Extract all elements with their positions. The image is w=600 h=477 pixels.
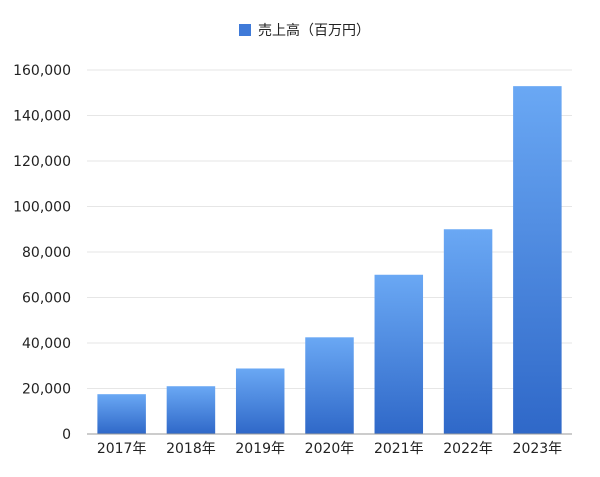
bar [97,394,146,434]
gridlines [87,69,572,389]
y-tick-label: 120,000 [13,154,71,170]
y-tick-label: 40,000 [22,336,71,352]
bar [166,386,216,434]
bars [97,86,562,434]
x-tick-label: 2021年 [374,441,424,457]
y-tick-label: 0 [62,427,71,443]
y-tick-label: 160,000 [13,63,71,79]
bar [443,229,493,434]
x-tick-label: 2017年 [97,441,147,457]
y-axis-ticks: 0 20,000 40,000 60,000 80,000 100,000 120,000 1… [13,63,71,443]
bar [235,368,285,434]
bar [513,86,562,434]
bar [374,274,424,434]
y-tick-label: 140,000 [13,109,71,125]
legend-label: 売上高（百万円） [258,22,370,39]
x-tick-label: 2020年 [305,441,355,457]
x-axis-ticks: 2017年 2018年 2019年 2020年 2021年 2022年 2023年 [97,441,562,457]
bar [305,337,354,434]
x-tick-label: 2022年 [443,441,493,457]
y-tick-label: 60,000 [22,291,71,307]
legend-swatch [239,24,251,36]
legend: 売上高（百万円） [239,22,370,39]
y-tick-label: 100,000 [13,200,71,216]
x-tick-label: 2023年 [513,441,563,457]
y-tick-label: 80,000 [22,245,71,261]
x-tick-label: 2018年 [166,441,216,457]
x-tick-label: 2019年 [235,441,285,457]
y-tick-label: 20,000 [22,382,71,398]
